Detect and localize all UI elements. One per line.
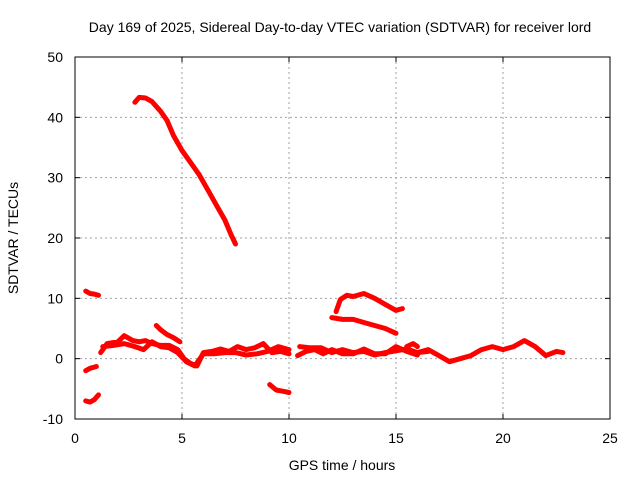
series-arc-mid-small [404,341,420,350]
y-tick-label: 20 [47,230,63,246]
series-arc-main-B [100,339,292,369]
y-tick-label: 30 [47,170,63,186]
data-series [83,94,566,405]
x-tick-label: 0 [71,430,79,446]
series-arc-early-neg2 [83,364,99,374]
axis-ticks: 0 5 10 15 20 25 -10 0 10 20 30 40 50 [43,49,618,446]
series-arc-main-C [153,323,183,345]
series-arc-mid-C [295,344,420,359]
grid [75,57,610,419]
x-tick-label: 15 [388,430,404,446]
series-arc-low-9h [267,382,292,395]
x-tick-label: 25 [602,430,618,446]
series-arc-high-descending [132,94,238,247]
x-tick-label: 20 [495,430,511,446]
x-tick-label: 10 [281,430,297,446]
y-tick-label: 40 [47,109,63,125]
y-tick-label: 50 [47,49,63,65]
series-arc-early-neg7 [83,392,101,405]
series-arc-mid-6 [329,315,399,336]
series-arc-early-10 [83,288,101,298]
y-axis-label: SDTVAR / TECUs [5,182,21,294]
y-tick-label: 10 [47,290,63,306]
chart-title: Day 169 of 2025, Sidereal Day-to-day VTE… [89,19,591,35]
series-arc-mid-10 [333,291,405,315]
x-tick-label: 5 [178,430,186,446]
series-arc-late [414,338,566,365]
y-tick-label: -10 [43,411,63,427]
y-tick-label: 0 [55,351,63,367]
x-axis-label: GPS time / hours [289,457,396,473]
